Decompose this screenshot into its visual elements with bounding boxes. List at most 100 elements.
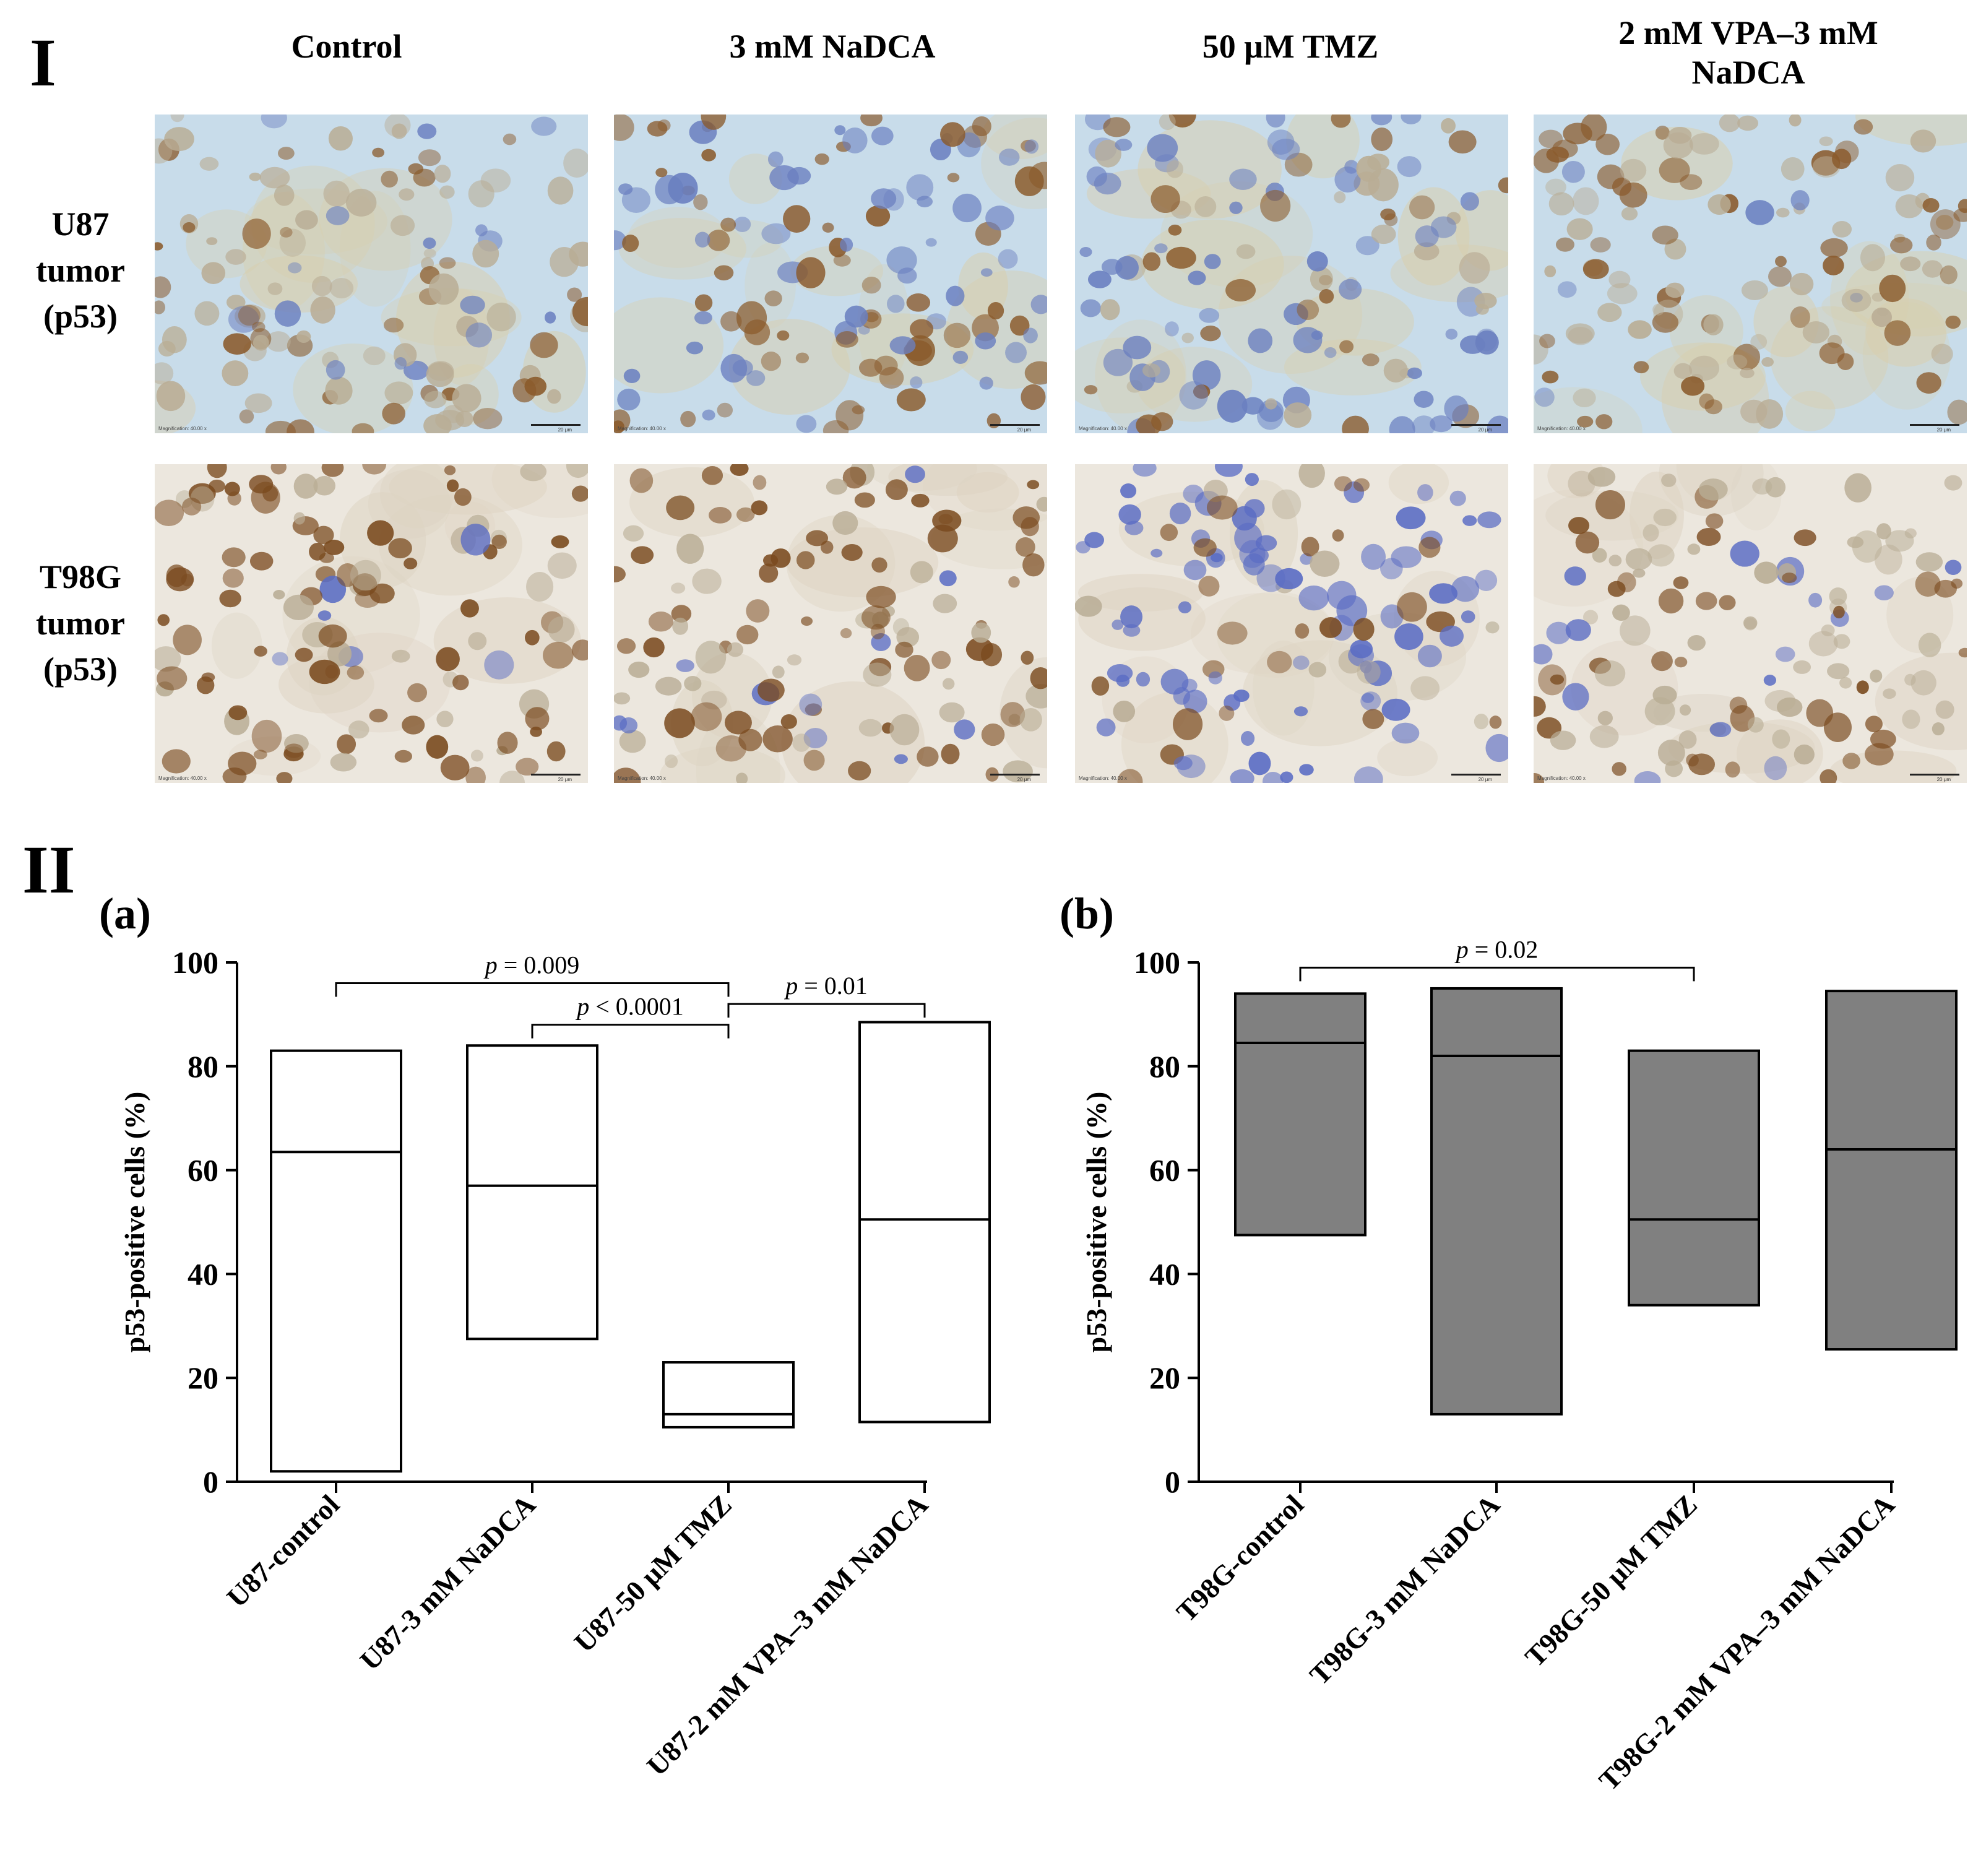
scale-bar-label: 20 μm [1017, 427, 1031, 433]
scale-bar-label: 20 μm [1017, 777, 1031, 782]
y-tick-label: 100 [1134, 945, 1180, 980]
magnification-label: Magnification: 40.00 x [1079, 776, 1127, 781]
panel-I-label: I [30, 25, 56, 100]
charts-svg: 0 20 40 60 80 100 p53-positive cells (%) U87-co… [119, 935, 1958, 1796]
scale-bar-label: 20 μm [1936, 777, 1951, 782]
scale-bar [990, 774, 1040, 776]
column-header-line: 3 mM NaDCA [729, 28, 936, 65]
y-tick-label: 80 [188, 1049, 218, 1084]
x-tick-label: U87-control [220, 1489, 345, 1614]
row-header-line: U87 [51, 205, 110, 243]
subpanel-a-label: (a) [99, 889, 151, 938]
p-value-label: p = 0.009 [483, 951, 580, 979]
magnification-label: Magnification: 40.00 x [158, 426, 207, 431]
p-symbol: p [483, 951, 498, 979]
micrograph-2-1: 20 μm Magnification: 40.00 x [155, 464, 588, 783]
scale-bar [531, 774, 581, 776]
column-header-3: 50 μM TMZ [1074, 27, 1507, 67]
range-bar [1234, 992, 1366, 1237]
y-tick-label: 40 [1149, 1256, 1180, 1291]
panel-II-label: II [22, 832, 76, 907]
row-header-line: (p53) [43, 651, 118, 688]
range-bar [1628, 1049, 1760, 1307]
column-header-2: 3 mM NaDCA [616, 27, 1049, 67]
y-tick-label: 80 [1149, 1049, 1180, 1084]
significance-bracket [335, 982, 730, 997]
column-header-line: Control [291, 28, 402, 65]
p-value: = 0.01 [798, 972, 868, 1000]
row-header-line: (p53) [43, 298, 118, 335]
y-tick-label: 20 [188, 1360, 218, 1395]
row-header-line: T98G [39, 558, 122, 595]
micrograph-2-4: 20 μm Magnification: 40.00 x [1534, 464, 1967, 783]
y-tick-label: 60 [1149, 1153, 1180, 1188]
scale-bar [1910, 774, 1959, 776]
x-tick-label: T98G-50 μM TMZ [1519, 1489, 1703, 1673]
y-tick-label: 40 [188, 1256, 218, 1291]
range-bar [1825, 990, 1958, 1351]
scale-bar-label: 20 μm [1936, 427, 1951, 433]
micrograph-2-3: 20 μm Magnification: 40.00 x [1075, 464, 1508, 783]
magnification-label: Magnification: 40.00 x [1079, 426, 1127, 431]
scale-bar-label: 20 μm [558, 427, 572, 433]
magnification-label: Magnification: 40.00 x [618, 776, 666, 781]
scale-bar [1451, 774, 1501, 776]
range-bar [858, 1021, 991, 1424]
x-tick-label: T98G-3 mM NaDCA [1303, 1489, 1506, 1691]
micrograph-1-3: 20 μm Magnification: 40.00 x [1075, 115, 1508, 433]
subpanel-b-label: (b) [1060, 889, 1114, 938]
x-tick-label: U87-3 mM NaDCA [354, 1489, 542, 1676]
y-axis-label: p53-positive cells (%) [119, 1092, 150, 1353]
significance-bracket [1299, 966, 1695, 982]
chart-b: 0 20 40 60 80 100 p53-positive cells (%) T98G-c… [1081, 935, 1958, 1796]
column-header-1: Control [130, 27, 563, 67]
significance-bracket [727, 1003, 926, 1018]
significance-bracket [531, 1024, 730, 1039]
p-value-label: p < 0.0001 [575, 993, 684, 1021]
p-value: = 0.009 [498, 951, 580, 979]
p-value-label: p = 0.02 [1454, 935, 1539, 963]
range-bar [1430, 987, 1563, 1416]
magnification-label: Magnification: 40.00 x [158, 776, 207, 781]
column-header-4: 2 mM VPA–3 mM NaDCA [1532, 14, 1965, 92]
micrograph-1-1: 20 μm Magnification: 40.00 x [155, 115, 588, 433]
scale-bar-label: 20 μm [1478, 427, 1492, 433]
scale-bar-label: 20 μm [558, 777, 572, 782]
column-header-line: 2 mM VPA–3 mM [1618, 14, 1878, 51]
y-tick-label: 100 [172, 945, 218, 980]
p-value: < 0.0001 [589, 993, 684, 1021]
column-header-line: 50 μM TMZ [1202, 28, 1379, 65]
magnification-label: Magnification: 40.00 x [618, 426, 666, 431]
p-symbol: p [784, 972, 798, 1000]
scale-bar [531, 424, 581, 426]
y-tick-label: 0 [203, 1464, 218, 1499]
scale-bar [1451, 424, 1501, 426]
x-tick-label: T98G-control [1170, 1489, 1310, 1628]
p-value-label: p = 0.01 [784, 972, 868, 1000]
row-header-line: tumor [36, 604, 125, 642]
micrograph-1-2: 20 μm Magnification: 40.00 x [614, 115, 1047, 433]
micrograph-1-4: 20 μm Magnification: 40.00 x [1534, 115, 1967, 433]
y-tick-label: 0 [1165, 1464, 1180, 1499]
x-tick-label: U87-50 μM TMZ [568, 1489, 738, 1658]
y-tick-label: 20 [1149, 1360, 1180, 1395]
row-header-2: T98G tumor (p53) [12, 554, 149, 693]
magnification-label: Magnification: 40.00 x [1537, 776, 1586, 781]
y-tick-label: 60 [188, 1153, 218, 1188]
column-header-line: NaDCA [1691, 53, 1805, 91]
p-value: = 0.02 [1469, 935, 1539, 963]
p-symbol: p [1454, 935, 1469, 963]
scale-bar [990, 424, 1040, 426]
range-bar [662, 1361, 795, 1429]
chart-a: 0 20 40 60 80 100 p53-positive cells (%) U87-co… [119, 945, 991, 1782]
micrograph-2-2: 20 μm Magnification: 40.00 x [614, 464, 1047, 783]
p-symbol: p [575, 993, 589, 1021]
range-bar [270, 1049, 402, 1473]
y-axis-label: p53-positive cells (%) [1081, 1092, 1112, 1353]
row-header-line: tumor [36, 251, 125, 289]
range-bar [466, 1044, 598, 1341]
row-header-1: U87 tumor (p53) [12, 201, 149, 340]
scale-bar [1910, 424, 1959, 426]
scale-bar-label: 20 μm [1478, 777, 1492, 782]
magnification-label: Magnification: 40.00 x [1537, 426, 1586, 431]
